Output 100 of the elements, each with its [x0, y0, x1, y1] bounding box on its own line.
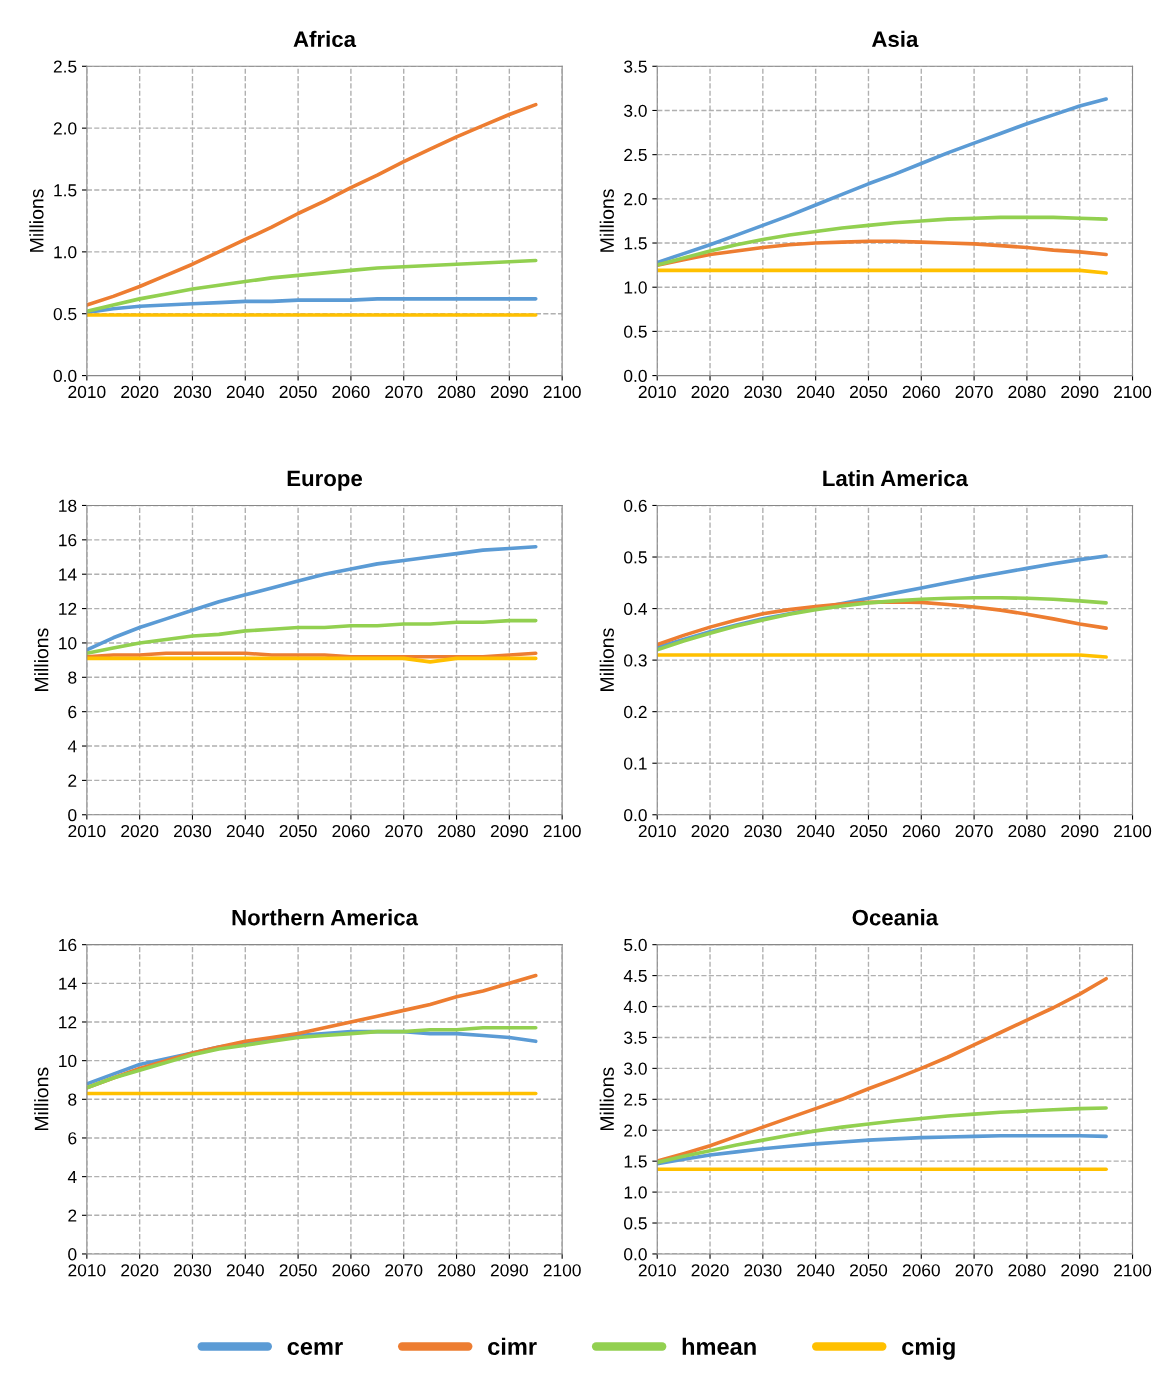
line-series — [657, 976, 1108, 1163]
y-tick-label: 4 — [67, 1170, 77, 1183]
x-tick-label: 2070 — [955, 824, 993, 838]
y-tick-label: 8 — [68, 671, 77, 684]
y-tick-label: 0.5 — [624, 325, 647, 338]
x-tick-label: 2070 — [385, 1264, 423, 1277]
x-tick-label: 2080 — [1008, 824, 1046, 838]
y-axis-title: Millions — [29, 189, 44, 252]
x-tick-label: 2020 — [691, 824, 729, 838]
y-tick-label: 12 — [59, 1016, 77, 1029]
y-tick-label: 16 — [59, 938, 77, 952]
x-tick-label: 2020 — [691, 1264, 729, 1277]
x-tick-label: 2090 — [1061, 385, 1099, 399]
y-tick-label: 1.5 — [54, 184, 77, 197]
y-tick-label: 2.0 — [624, 193, 647, 206]
y-tick-label: 1.0 — [624, 281, 647, 294]
x-tick-label: 2030 — [174, 1264, 212, 1277]
x-tick-label: 2100 — [543, 385, 581, 399]
y-tick-label: 0.0 — [624, 808, 647, 822]
y-tick-label: 6 — [68, 705, 77, 719]
y-axis-title: Millions — [599, 1067, 614, 1131]
line-series — [86, 297, 538, 315]
x-tick-label: 2080 — [1008, 1264, 1046, 1277]
x-tick-label: 2080 — [438, 1264, 476, 1277]
x-tick-label: 2100 — [543, 1264, 581, 1277]
x-tick-label: 2020 — [121, 1264, 159, 1277]
y-tick-label: 2.5 — [624, 148, 647, 162]
x-tick-label: 2100 — [1114, 385, 1152, 399]
y-tick-label: 18 — [59, 499, 77, 512]
x-tick-label: 2050 — [279, 385, 317, 399]
y-tick-label: 8 — [68, 1093, 77, 1106]
line-series — [86, 618, 538, 656]
x-tick-label: 2070 — [385, 824, 423, 838]
x-tick-label: 2040 — [226, 824, 264, 838]
x-tick-label: 2030 — [744, 824, 782, 838]
legend-label: cimr — [488, 1337, 537, 1355]
y-tick-label: 14 — [59, 568, 77, 581]
y-tick-label: 1.0 — [624, 1186, 647, 1199]
y-tick-label: 2.5 — [624, 1093, 647, 1106]
chart-title: Northern America — [232, 909, 419, 926]
y-tick-label: 0 — [68, 1248, 77, 1261]
x-tick-label: 2060 — [332, 824, 370, 838]
y-tick-label: 0.5 — [624, 551, 647, 564]
y-tick-label: 0.5 — [53, 307, 77, 321]
y-tick-label: 0 — [68, 808, 77, 822]
x-tick-label: 2090 — [1061, 824, 1099, 838]
x-tick-label: 2010 — [638, 824, 676, 838]
x-tick-label: 2050 — [850, 1264, 888, 1277]
y-tick-label: 14 — [59, 977, 77, 990]
chart-title: Oceania — [852, 909, 939, 926]
x-tick-label: 2040 — [797, 824, 835, 838]
y-tick-label: 2.0 — [624, 1124, 647, 1137]
x-tick-label: 2040 — [797, 385, 835, 399]
x-tick-label: 2100 — [1114, 824, 1152, 838]
x-tick-label: 2080 — [438, 824, 476, 838]
x-tick-label: 2030 — [174, 824, 212, 838]
y-tick-label: 12 — [59, 602, 77, 615]
y-tick-label: 3.5 — [624, 1031, 647, 1044]
y-tick-label: 2.0 — [53, 122, 77, 135]
chart-title: Latin America — [823, 469, 969, 487]
y-tick-label: 4.0 — [623, 1000, 647, 1013]
x-tick-label: 2060 — [902, 824, 940, 838]
y-tick-label: 0.1 — [624, 757, 647, 770]
y-tick-label: 6 — [68, 1132, 77, 1145]
x-tick-label: 2050 — [850, 824, 888, 838]
y-tick-label: 4 — [67, 740, 77, 753]
y-tick-label: 2 — [68, 1209, 77, 1222]
y-tick-label: 1.0 — [54, 246, 77, 259]
y-tick-label: 0.5 — [624, 1217, 647, 1230]
line-series — [657, 97, 1108, 265]
x-tick-label: 2060 — [332, 1264, 370, 1277]
x-tick-label: 2050 — [279, 1264, 317, 1277]
y-tick-label: 0.4 — [624, 602, 647, 616]
x-tick-label: 2040 — [797, 1264, 835, 1277]
legend-label: cmig — [902, 1337, 955, 1360]
line-series — [657, 1133, 1108, 1166]
x-tick-label: 2100 — [1114, 1264, 1152, 1277]
y-tick-label: 0.0 — [624, 369, 647, 383]
chart-title: Europe — [287, 470, 363, 491]
x-tick-label: 2050 — [279, 824, 317, 838]
x-tick-label: 2010 — [638, 1264, 676, 1277]
x-tick-label: 2090 — [490, 824, 528, 838]
x-tick-label: 2080 — [1008, 385, 1046, 399]
line-series — [86, 258, 538, 314]
x-tick-label: 2080 — [438, 385, 476, 399]
y-axis-title: Millions — [599, 189, 614, 252]
line-series — [86, 544, 538, 652]
chart-title: Asia — [871, 30, 919, 48]
y-tick-label: 0.6 — [624, 499, 647, 512]
line-series — [86, 102, 538, 307]
x-tick-label: 2010 — [68, 1264, 106, 1277]
y-tick-label: 10 — [59, 1054, 77, 1068]
line-series — [657, 215, 1108, 267]
x-tick-label: 2030 — [744, 385, 782, 399]
y-tick-label: 10 — [59, 637, 77, 650]
x-tick-label: 2090 — [1061, 1264, 1099, 1277]
y-axis-title: Millions — [34, 1067, 49, 1131]
y-tick-label: 2 — [68, 774, 77, 787]
y-tick-label: 2.5 — [53, 60, 77, 73]
x-tick-label: 2070 — [955, 1264, 993, 1277]
